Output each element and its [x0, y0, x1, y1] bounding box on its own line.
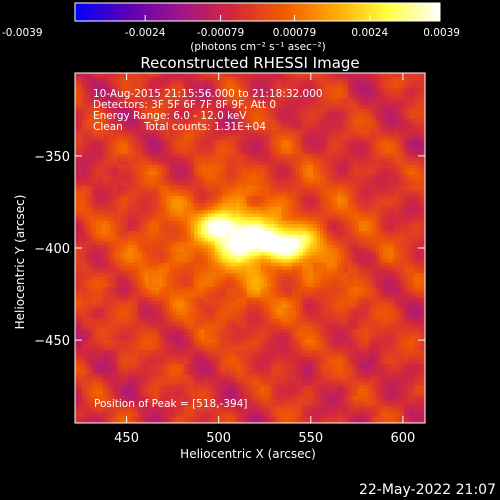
colorbar-tick-label: -0.0039 [2, 27, 43, 39]
colorbar-tick-label: 0.0024 [351, 27, 388, 39]
y-tick-label: −350 [34, 150, 70, 165]
annotation-time-range: 10-Aug-2015 21:15:56.000 to 21:18:32.000 [93, 88, 323, 100]
x-tick-label: 550 [298, 431, 323, 446]
x-tick-label: 450 [114, 431, 139, 446]
annotation-detectors: Detectors: 3F 5F 6F 7F 8F 9F, Att 0 [93, 99, 276, 111]
footer-date: 22-May-2022 21:07 [359, 482, 496, 498]
annotation-energy-range: Energy Range: 6.0 - 12.0 keV [93, 110, 247, 122]
x-tick-label: 500 [206, 431, 231, 446]
annotation-peak-position: Position of Peak = [518,-394] [94, 398, 248, 410]
colorbar-unit-label: (photons cm⁻² s⁻¹ asec⁻²) [190, 41, 325, 53]
colorbar-tick-label: -0.00079 [197, 27, 244, 39]
colorbar [74, 2, 441, 22]
colorbar-tick-label: 0.0039 [423, 27, 460, 39]
colorbar-tick-label: -0.0024 [125, 27, 166, 39]
x-axis-ticks: 450 500 550 600 [114, 73, 415, 446]
colorbar-ticks: -0.0039 -0.0024 -0.00079 0.00079 0.0024 0.003… [2, 15, 460, 39]
y-axis-label: Heliocentric Y (arcsec) [13, 195, 27, 330]
y-axis-ticks: −350 −400 −450 [34, 150, 425, 349]
chart-title: Reconstructed RHESSI Image [140, 54, 359, 72]
annotation-total-counts: Total counts: 1.31E+04 [143, 121, 266, 133]
heatmap-cells [75, 73, 425, 423]
x-axis-label: Heliocentric X (arcsec) [180, 447, 316, 461]
annotation-method: Clean [93, 121, 123, 133]
colorbar-tick-label: 0.00079 [273, 27, 316, 39]
x-tick-label: 600 [390, 431, 415, 446]
y-tick-label: −400 [34, 242, 70, 257]
y-tick-label: −450 [34, 334, 70, 349]
